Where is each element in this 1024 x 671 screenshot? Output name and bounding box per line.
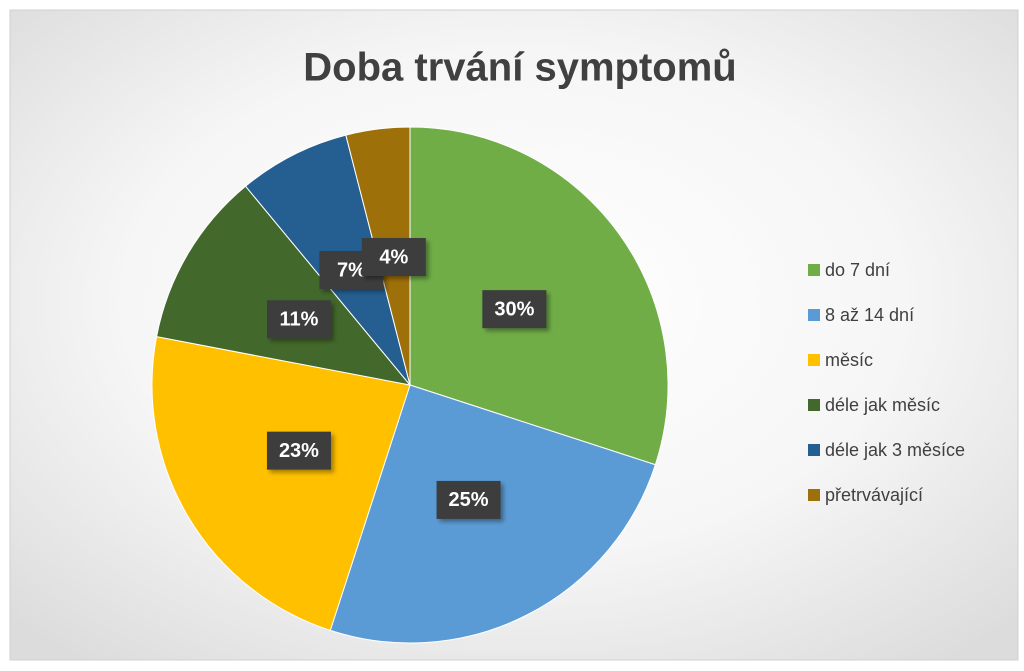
chart-title: Doba trvání symptomů [303, 46, 736, 90]
data-label-box [361, 238, 426, 277]
legend-label: měsíc [825, 350, 873, 370]
data-label: 11% [279, 309, 318, 331]
legend-swatch [808, 354, 820, 366]
legend-swatch [808, 309, 820, 321]
legend-swatch [808, 489, 820, 501]
pie-slice [151, 336, 411, 632]
legend-label: déle jak 3 měsíce [825, 440, 965, 460]
data-label: 23% [279, 440, 319, 462]
legend-label: déle jak měsíc [825, 395, 940, 415]
legend-label: 8 až 14 dní [825, 305, 914, 325]
pie-slice [155, 185, 412, 386]
legend-label: přetrvávající [825, 485, 923, 505]
data-label: 7% [337, 259, 366, 281]
legend-swatch [808, 399, 820, 411]
data-label: 30% [494, 298, 534, 320]
data-label-box [482, 290, 547, 329]
data-label-box [266, 431, 331, 470]
legend-swatch [808, 444, 820, 456]
data-label-box [266, 300, 331, 339]
legend-label: do 7 dní [825, 260, 890, 280]
data-label: 4% [379, 246, 408, 268]
data-label-box [436, 480, 501, 519]
legend-swatch [808, 264, 820, 276]
data-label: 25% [449, 489, 489, 511]
